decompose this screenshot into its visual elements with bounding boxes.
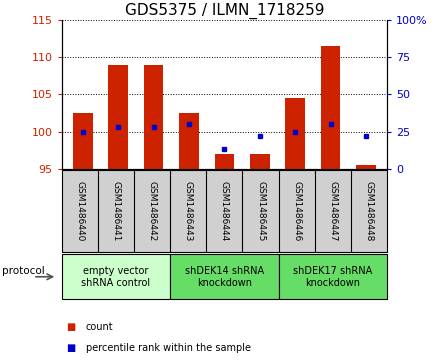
Bar xyxy=(109,65,128,169)
Bar xyxy=(250,154,270,169)
Bar xyxy=(179,113,199,169)
Text: empty vector
shRNA control: empty vector shRNA control xyxy=(81,266,150,287)
Text: GSM1486448: GSM1486448 xyxy=(365,181,374,241)
Text: GSM1486445: GSM1486445 xyxy=(256,181,265,241)
Bar xyxy=(286,98,305,169)
Text: shDEK14 shRNA
knockdown: shDEK14 shRNA knockdown xyxy=(185,266,264,287)
Text: GSM1486447: GSM1486447 xyxy=(328,181,337,241)
Text: GSM1486444: GSM1486444 xyxy=(220,181,229,241)
Text: percentile rank within the sample: percentile rank within the sample xyxy=(86,343,251,354)
Bar xyxy=(356,165,376,169)
Text: protocol: protocol xyxy=(2,266,45,276)
Text: ■: ■ xyxy=(66,343,75,354)
Text: shDEK17 shRNA
knockdown: shDEK17 shRNA knockdown xyxy=(293,266,373,287)
Bar xyxy=(215,154,234,169)
Text: ■: ■ xyxy=(66,322,75,332)
Bar xyxy=(321,46,340,169)
Text: GSM1486443: GSM1486443 xyxy=(184,181,193,241)
Text: GSM1486442: GSM1486442 xyxy=(147,181,157,241)
Text: GSM1486446: GSM1486446 xyxy=(292,181,301,241)
Bar xyxy=(73,113,92,169)
Text: count: count xyxy=(86,322,114,332)
Text: GSM1486441: GSM1486441 xyxy=(111,181,121,241)
Text: GSM1486440: GSM1486440 xyxy=(75,181,84,241)
Bar xyxy=(144,65,163,169)
Title: GDS5375 / ILMN_1718259: GDS5375 / ILMN_1718259 xyxy=(125,3,324,19)
